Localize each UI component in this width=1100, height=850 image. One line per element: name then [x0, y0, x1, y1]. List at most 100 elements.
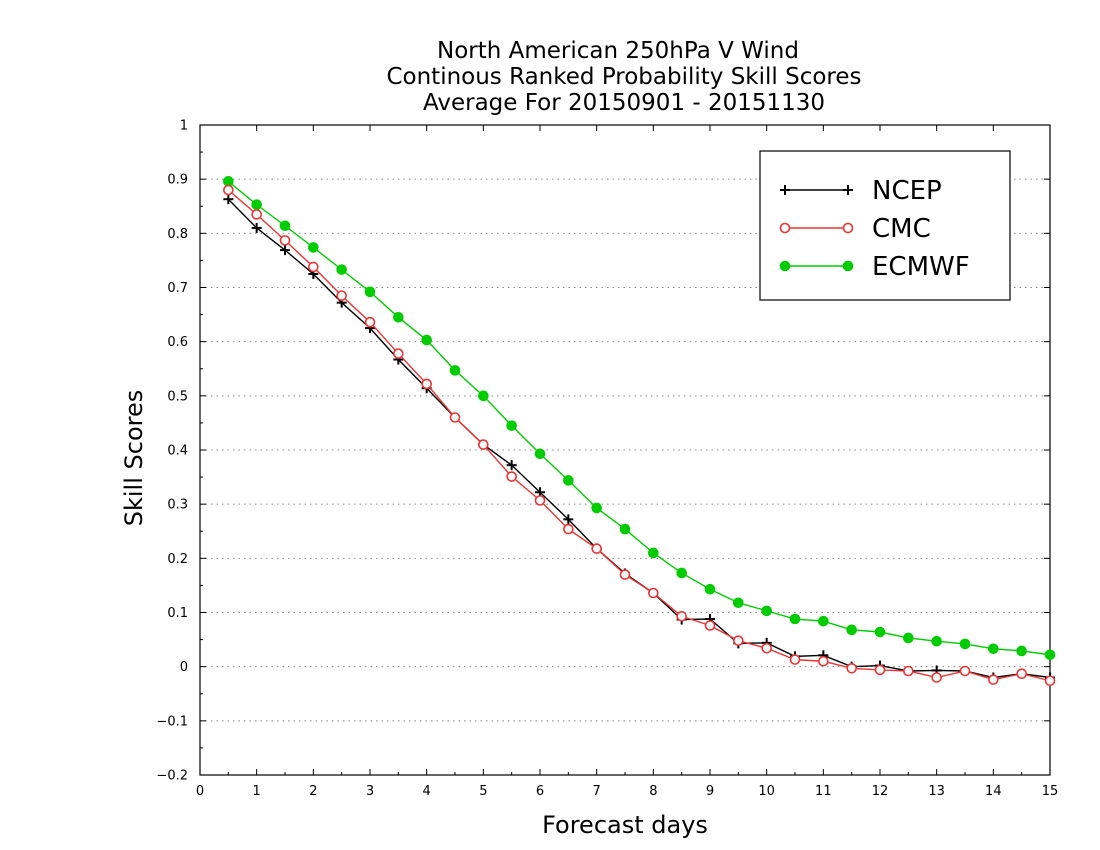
y-tick-label: 0.3 [167, 498, 188, 513]
legend-marker [842, 222, 854, 234]
data-point-cmc [534, 495, 546, 506]
data-point-ecmwf [874, 626, 886, 638]
x-axis: 0 1 2 3 4 5 6 7 8 9 10 11 12 13 14 15 [196, 125, 1058, 799]
data-point-ecmwf [1016, 645, 1027, 657]
data-point-ecmwf [251, 199, 262, 210]
legend-item-ecmwf: ECMWF [779, 252, 970, 282]
y-tick-label: 0 [180, 660, 188, 675]
series-group [223, 176, 1056, 687]
data-point-cmc [223, 184, 234, 196]
data-point-cmc [1016, 668, 1027, 680]
x-tick-label: 4 [423, 784, 431, 799]
data-point-ncep [251, 222, 262, 233]
data-point-cmc [364, 316, 376, 328]
series-cmc [223, 184, 1056, 687]
data-point-cmc [648, 587, 659, 599]
data-point-cmc [988, 674, 999, 685]
data-point-cmc [449, 412, 461, 423]
y-tick-label: −0.2 [156, 769, 188, 784]
x-tick-label: 1 [253, 784, 261, 799]
data-point-cmc [308, 261, 319, 273]
x-tick-label: 9 [706, 784, 714, 799]
data-point-cmc [1044, 675, 1056, 687]
chart-title: North American 250hPa V Wind Continous R… [386, 38, 861, 116]
data-point-cmc [591, 543, 602, 554]
data-point-cmc [931, 672, 942, 683]
data-point-cmc [619, 569, 631, 580]
data-point-ecmwf [959, 638, 971, 650]
y-axis: −0.2 −0.1 0 0.1 0.2 0.3 0.4 0.5 0.6 0.7 0.8 0.9 1 [156, 119, 1050, 784]
y-tick-label: 1 [180, 119, 188, 134]
data-point-cmc [818, 655, 829, 667]
legend-item-cmc: CMC [779, 214, 931, 244]
title-line-2: Continous Ranked Probability Skill Score… [386, 64, 861, 90]
x-tick-label: 5 [479, 784, 487, 799]
data-point-ecmwf [591, 502, 602, 514]
y-axis-label: Skill Scores [120, 390, 148, 527]
y-tick-label: 0.9 [167, 173, 188, 188]
data-point-cmc [874, 664, 886, 676]
data-point-ecmwf [648, 547, 659, 559]
y-tick-label: −0.1 [156, 714, 188, 729]
x-tick-label: 0 [196, 784, 204, 799]
legend-marker [779, 260, 791, 272]
data-point-ecmwf [279, 220, 291, 232]
data-point-cmc [506, 471, 517, 482]
y-tick-label: 0.4 [167, 444, 188, 459]
x-tick-label: 8 [649, 784, 657, 799]
legend-box [759, 150, 1011, 301]
x-tick-label: 7 [593, 784, 601, 799]
data-point-ecmwf [1044, 649, 1056, 661]
x-tick-label: 6 [536, 784, 544, 799]
series-ecmwf [223, 176, 1056, 661]
data-point-cmc [789, 654, 801, 665]
data-point-ncep [280, 245, 290, 256]
data-point-ecmwf [534, 448, 546, 460]
legend-item-ncep: NCEP [780, 176, 942, 206]
x-tick-label: 14 [985, 784, 1002, 799]
data-point-ecmwf [846, 624, 857, 636]
data-point-ecmwf [761, 605, 772, 617]
x-axis-label: Forecast days [542, 811, 708, 839]
data-point-ecmwf [449, 365, 461, 376]
data-point-ncep [506, 460, 517, 471]
data-point-ncep [563, 514, 574, 525]
legend-marker [780, 185, 790, 195]
y-tick-label: 0.6 [167, 335, 188, 350]
data-point-ecmwf [421, 334, 432, 346]
legend-marker [842, 260, 854, 272]
data-point-ecmwf [931, 635, 942, 647]
x-tick-label: 3 [366, 784, 374, 799]
data-point-cmc [846, 662, 857, 674]
data-point-ecmwf [704, 583, 716, 595]
title-line-3: Average For 20150901 - 20151130 [423, 90, 825, 116]
x-tick-label: 15 [1042, 784, 1059, 799]
x-tick-label: 11 [815, 784, 832, 799]
data-point-ecmwf [364, 286, 376, 298]
legend-marker [843, 185, 853, 195]
data-point-cmc [733, 635, 744, 646]
x-tick-label: 13 [928, 784, 945, 799]
data-point-cmc [251, 209, 262, 220]
data-point-cmc [421, 378, 432, 390]
data-point-ecmwf [478, 390, 489, 402]
data-point-cmc [903, 665, 914, 677]
data-point-ecmwf [336, 264, 347, 275]
legend-marker [779, 222, 791, 234]
data-point-ecmwf [506, 420, 517, 431]
data-point-ecmwf [619, 523, 631, 535]
y-tick-label: 0.5 [167, 389, 188, 404]
data-point-ecmwf [903, 632, 914, 644]
data-point-cmc [393, 348, 404, 359]
x-tick-label: 10 [758, 784, 775, 799]
data-point-ncep [223, 194, 234, 205]
y-tick-label: 0.1 [167, 606, 188, 621]
data-point-cmc [336, 290, 347, 301]
legend-label: ECMWF [872, 252, 970, 282]
data-point-ecmwf [789, 613, 801, 625]
data-point-ecmwf [223, 176, 234, 187]
y-tick-label: 0.8 [167, 227, 188, 242]
legend-label: CMC [872, 214, 931, 244]
x-tick-label: 2 [309, 784, 317, 799]
data-point-cmc [704, 620, 716, 631]
